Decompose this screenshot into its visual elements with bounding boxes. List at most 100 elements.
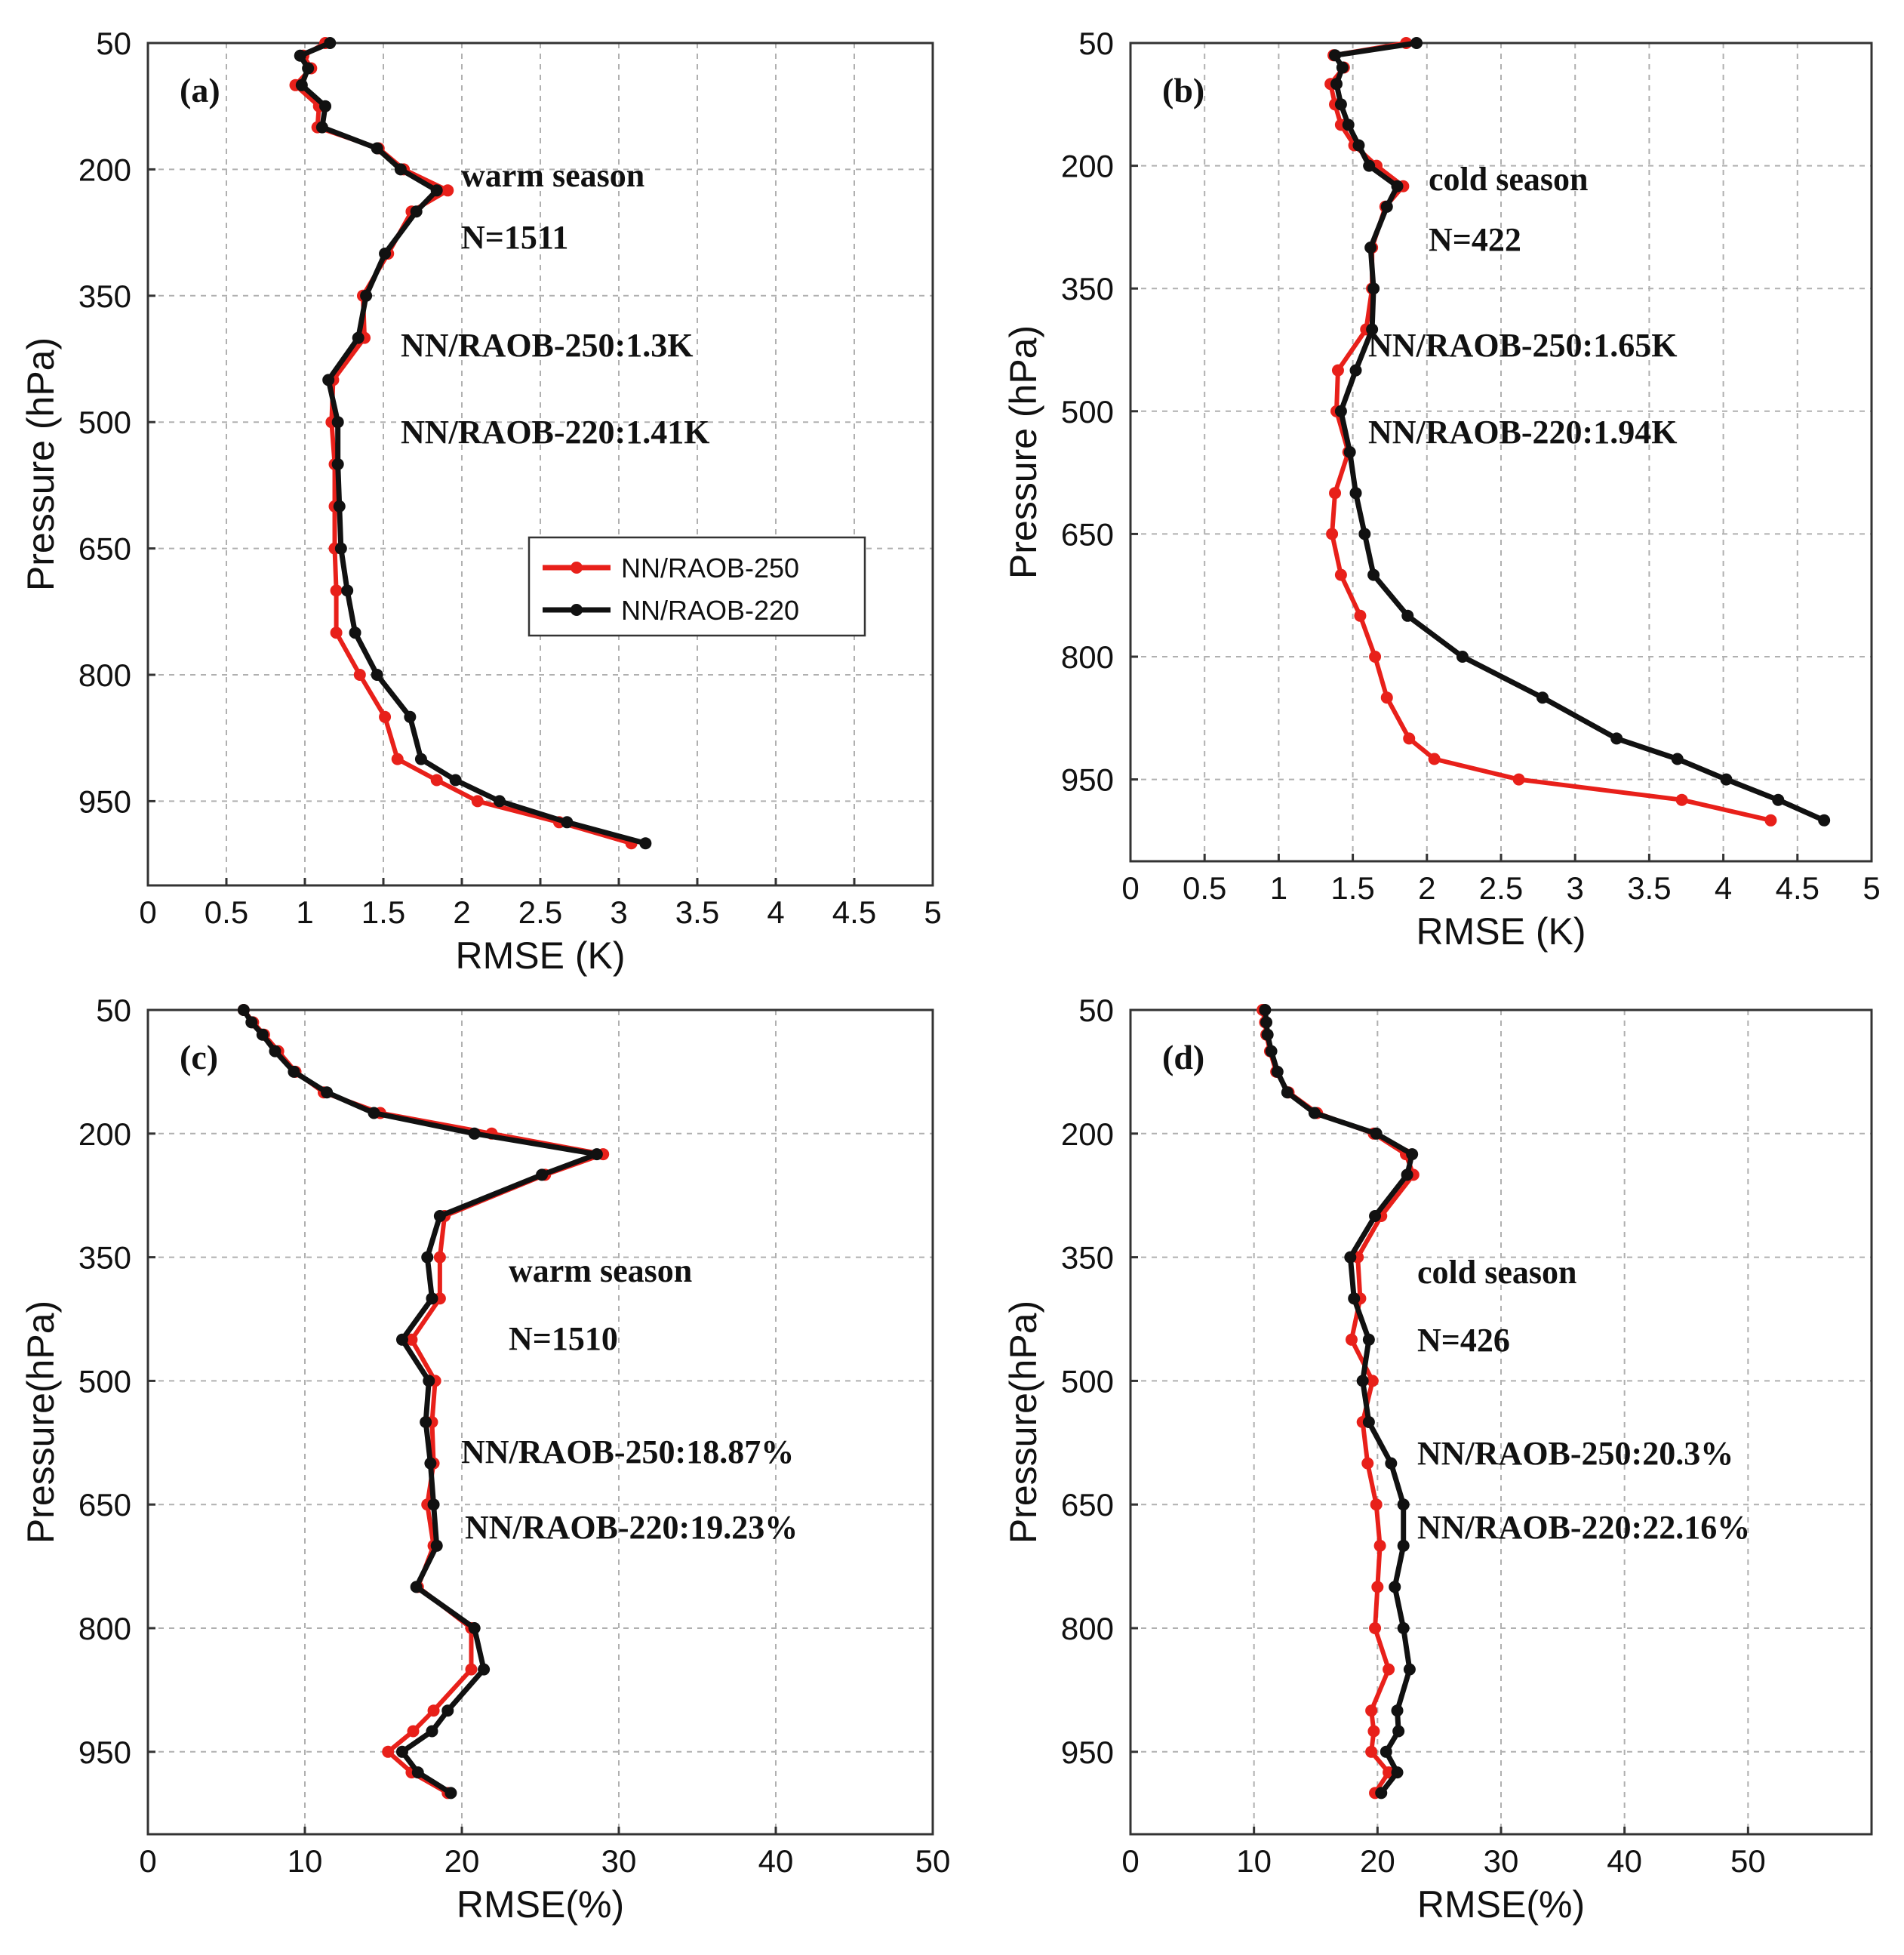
- data-point-s220: [414, 753, 427, 765]
- data-point-s220: [424, 1457, 437, 1470]
- data-point-s220: [321, 1086, 334, 1099]
- data-point-s220: [319, 100, 332, 112]
- data-point-s250: [1675, 793, 1688, 806]
- data-point-s220: [639, 837, 652, 850]
- annotation-text: NN/RAOB-250:18.87%: [461, 1433, 794, 1470]
- data-point-s250: [1345, 1333, 1358, 1346]
- data-point-s220: [371, 142, 383, 155]
- data-point-s220: [288, 1065, 300, 1078]
- chart-panel-1: 0 0.5 1 1.5 2 2.5 3 3.5 4 4.5 5 50 200 350 500 650 800 95…: [20, 26, 942, 977]
- x-tick-label: 5: [1862, 870, 1880, 906]
- legend-marker-s220: [571, 604, 583, 616]
- data-point-s220: [1348, 1292, 1361, 1305]
- legend-label-s250: NN/RAOB-250: [621, 553, 799, 583]
- data-point-s220: [1308, 1107, 1321, 1119]
- data-point-s220: [1385, 1457, 1398, 1470]
- data-point-s220: [1369, 1210, 1382, 1222]
- data-point-s250: [353, 669, 366, 681]
- annotation-text: cold season: [1429, 161, 1588, 198]
- data-point-s220: [331, 458, 344, 470]
- data-point-s220: [395, 1745, 408, 1758]
- data-point-s220: [1334, 405, 1347, 417]
- x-tick-label: 4: [1715, 870, 1732, 906]
- data-point-s250: [1354, 609, 1367, 622]
- data-point-s250: [405, 1333, 418, 1346]
- data-point-s220: [536, 1168, 549, 1181]
- data-point-s220: [295, 79, 308, 91]
- x-axis-label: RMSE(%): [1417, 1883, 1585, 1926]
- x-tick-label: 2.5: [1479, 870, 1523, 906]
- data-point-s250: [1380, 691, 1393, 704]
- data-point-s220: [294, 49, 306, 62]
- y-tick-label: 50: [1078, 993, 1114, 1028]
- data-point-s220: [478, 1663, 491, 1676]
- data-point-s220: [1370, 1127, 1383, 1140]
- data-point-s220: [1391, 1766, 1404, 1779]
- annotation-text: N=422: [1429, 221, 1521, 258]
- x-tick-label: 0: [139, 1843, 156, 1879]
- data-point-s220: [1610, 732, 1623, 745]
- plot-area: [1130, 43, 1872, 861]
- y-tick-label: 500: [78, 1363, 131, 1399]
- x-tick-label: 1.5: [361, 894, 405, 930]
- data-point-s250: [379, 710, 392, 723]
- data-point-s220: [1356, 1375, 1369, 1387]
- data-point-s220: [349, 627, 361, 639]
- data-point-s220: [1352, 139, 1365, 152]
- x-tick-label: 50: [1730, 1843, 1766, 1879]
- data-point-s250: [391, 753, 404, 765]
- data-point-s250: [441, 184, 454, 197]
- data-point-s220: [324, 37, 337, 49]
- data-point-s250: [1334, 568, 1347, 581]
- y-axis-label: Pressure(hPa): [1002, 1301, 1044, 1544]
- annotation-text: NN/RAOB-220:1.41K: [401, 414, 709, 451]
- annotation-text: N=1510: [509, 1320, 618, 1357]
- data-point-s220: [245, 1016, 258, 1029]
- x-tick-label: 4: [767, 894, 784, 930]
- data-point-s250: [1331, 364, 1344, 377]
- data-point-s250: [427, 1704, 440, 1717]
- legend-box: [528, 536, 866, 637]
- data-point-s220: [411, 1766, 424, 1779]
- data-point-s250: [407, 1725, 420, 1738]
- annotation-text: NN/RAOB-250:1.65K: [1368, 327, 1677, 364]
- data-point-s220: [1334, 98, 1347, 111]
- data-point-s220: [430, 184, 443, 197]
- data-point-s220: [1349, 487, 1362, 500]
- data-point-s250: [1371, 1581, 1384, 1593]
- data-point-s220: [1259, 1004, 1272, 1016]
- data-point-s220: [1367, 568, 1380, 581]
- x-tick-label: 10: [288, 1843, 323, 1879]
- data-point-s220: [444, 1787, 457, 1800]
- data-point-s250: [1326, 528, 1339, 540]
- y-axis-label: Pressure (hPa): [20, 337, 62, 591]
- data-point-s220: [1343, 446, 1356, 458]
- x-tick-label: 50: [915, 1843, 951, 1879]
- data-point-s220: [1261, 1028, 1274, 1041]
- data-point-s250: [1365, 1745, 1378, 1758]
- data-point-s220: [1265, 1045, 1278, 1058]
- data-point-s220: [1330, 78, 1343, 91]
- x-tick-label: 2: [1418, 870, 1435, 906]
- x-tick-label: 40: [1607, 1843, 1642, 1879]
- data-point-s220: [394, 163, 407, 176]
- data-point-s220: [1367, 282, 1380, 295]
- data-point-s220: [1281, 1086, 1293, 1099]
- chart-panel-2: 0 0.5 1 1.5 2 2.5 3 3.5 4 4.5 5 50 200 350 500 650 800 95…: [1002, 26, 1881, 953]
- annotation-text: NN/RAOB-220:22.16%: [1417, 1509, 1750, 1546]
- chart-panel-4: 0 10 20 30 40 50 50 200 350 500 650 800 950 RMSE(%) Pr…: [1002, 993, 1873, 1926]
- data-point-s220: [1336, 61, 1349, 74]
- data-point-s220: [433, 1210, 446, 1222]
- plot-frame: [146, 1008, 934, 1836]
- data-point-s220: [430, 1539, 443, 1552]
- data-point-s220: [334, 542, 347, 555]
- data-point-s250: [1373, 1539, 1386, 1552]
- data-point-s220: [421, 1251, 434, 1264]
- data-point-s220: [468, 1127, 481, 1140]
- chart-panel-3: 0 10 20 30 40 50 50 200 350 500 650 800 950 RMSE(%) Pr…: [20, 993, 950, 1926]
- data-point-s220: [420, 1416, 432, 1428]
- x-tick-label: 10: [1236, 1843, 1272, 1879]
- data-point-s220: [1358, 528, 1371, 540]
- data-point-s250: [330, 584, 343, 597]
